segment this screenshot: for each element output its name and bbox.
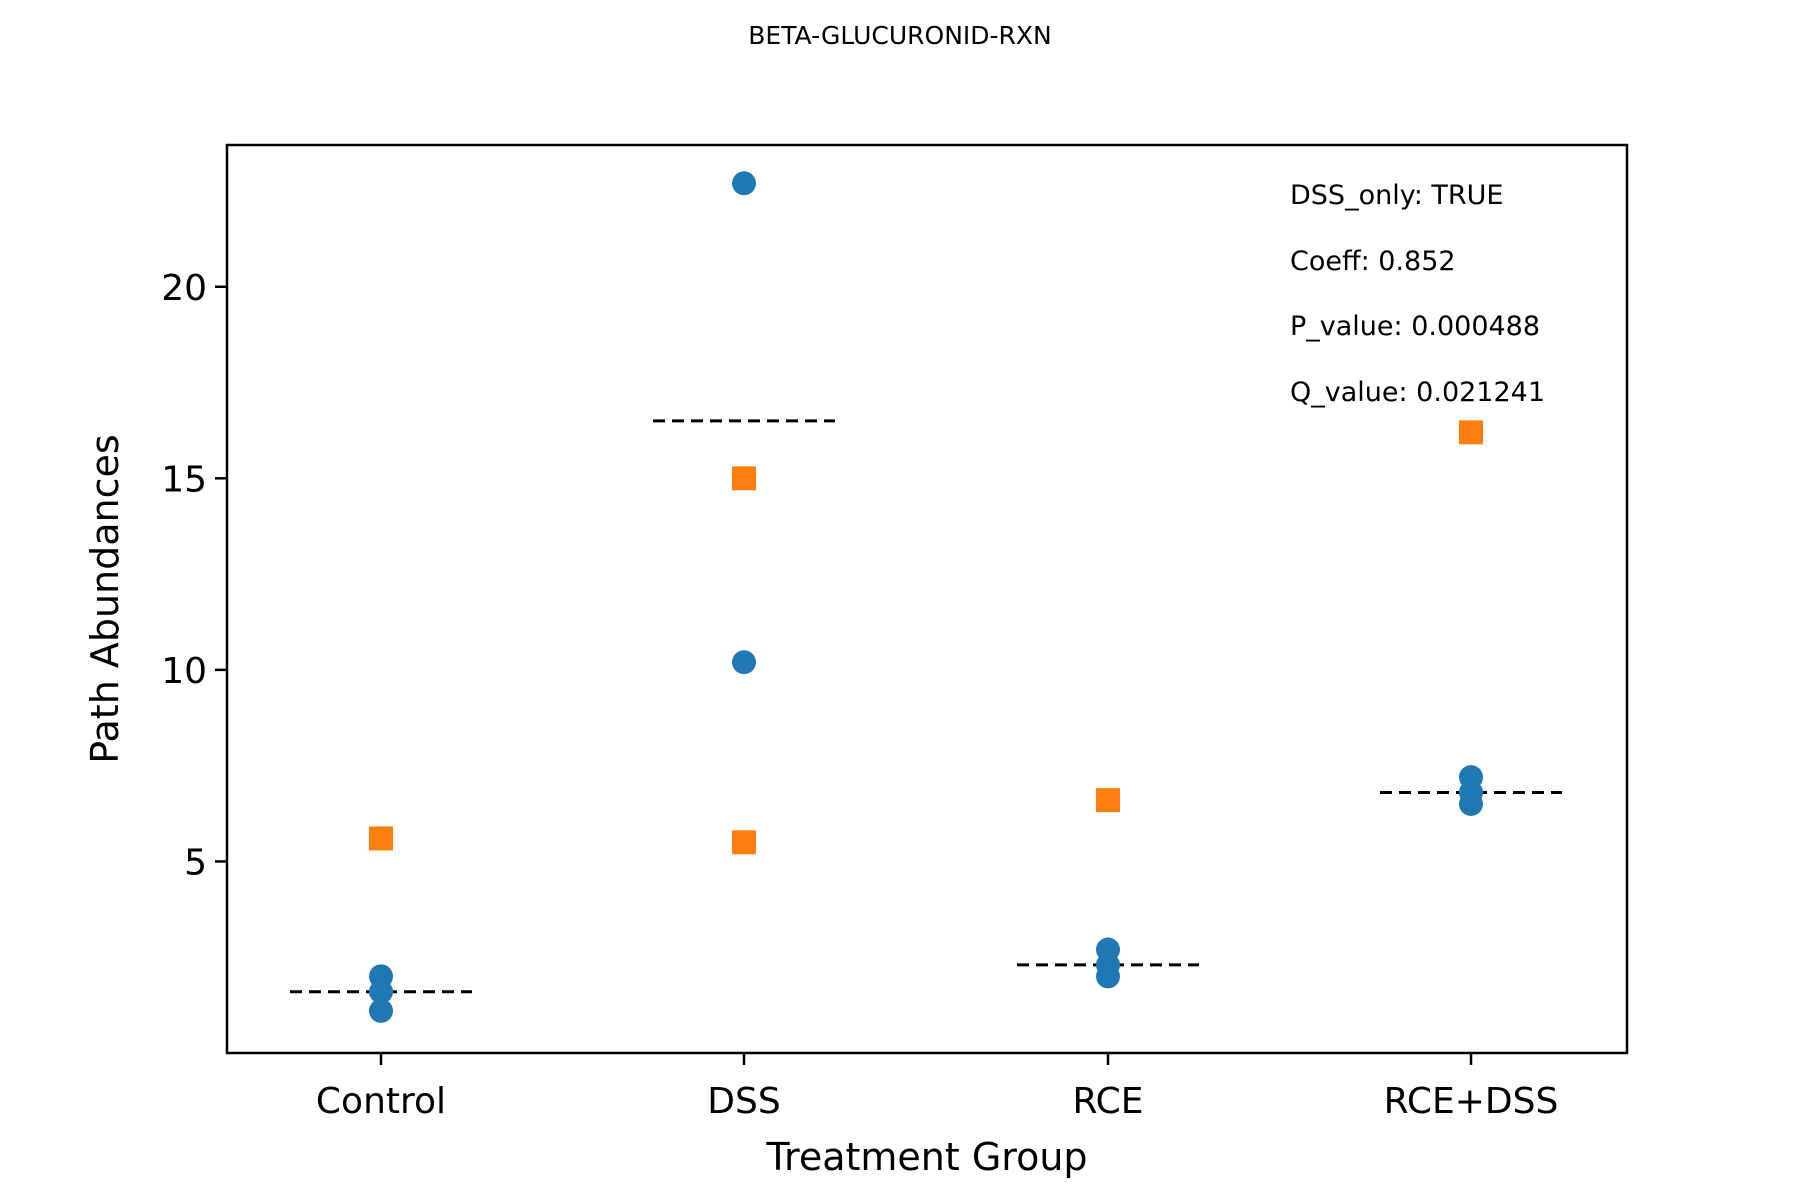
stats-annotations: DSS_only: TRUE Coeff: 0.852 P_value: 0.0… (1290, 180, 1545, 408)
x-axis-label: Treatment Group (765, 1135, 1087, 1179)
chart-title: BETA-GLUCURONID-RXN (748, 21, 1051, 50)
y-axis-label: Path Abundances (83, 434, 127, 763)
data-point-circle (369, 998, 393, 1023)
annotation-p-value: P_value: 0.000488 (1290, 311, 1540, 342)
x-tick-label: Control (316, 1081, 446, 1122)
data-point-circle (732, 171, 756, 196)
y-axis: 5 10 15 20 (161, 268, 227, 883)
data-point-circle (1096, 964, 1120, 989)
y-tick-label: 15 (161, 459, 207, 500)
annotation-dss-only: DSS_only: TRUE (1290, 180, 1503, 211)
data-point-square (732, 830, 756, 855)
annotation-coeff: Coeff: 0.852 (1290, 246, 1456, 277)
data-point-circle (1459, 791, 1483, 816)
data-point-square (1096, 788, 1120, 813)
x-axis: Control DSS RCE RCE+DSS (316, 1053, 1558, 1122)
data-point-circle (732, 650, 756, 675)
plot-area-frame (225, 143, 1629, 1055)
x-tick-label: RCE+DSS (1384, 1081, 1559, 1122)
x-tick-label: RCE (1072, 1081, 1143, 1122)
group-means (290, 419, 1562, 994)
data-point-square (369, 826, 393, 851)
data-point-square (732, 466, 756, 491)
x-tick-label: DSS (707, 1081, 780, 1122)
annotation-q-value: Q_value: 0.021241 (1290, 377, 1545, 408)
y-tick-label: 5 (184, 842, 207, 883)
y-tick-label: 20 (161, 268, 207, 309)
data-point-square (1459, 420, 1483, 445)
data-point-circle (369, 979, 393, 1004)
y-tick-label: 10 (161, 651, 207, 692)
data-points (369, 171, 1483, 1023)
